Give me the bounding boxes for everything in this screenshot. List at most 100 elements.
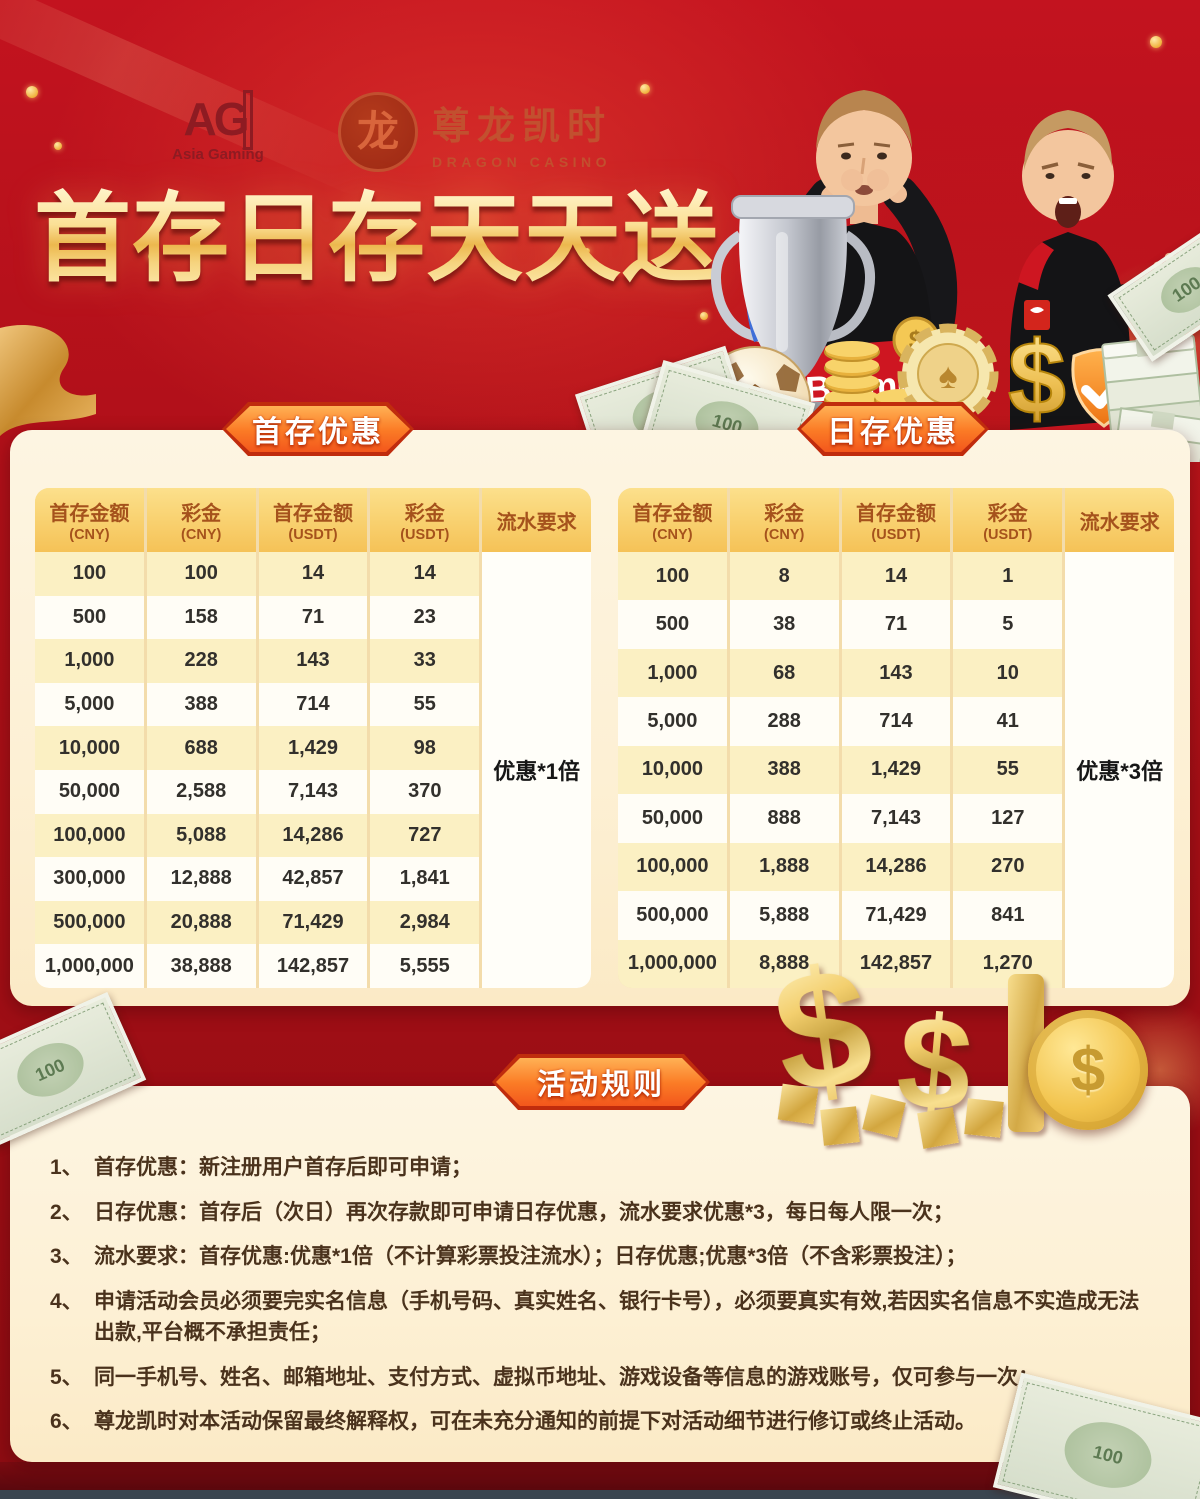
- sparkle-dot: [26, 86, 38, 98]
- table-cell: 7,143: [841, 794, 951, 843]
- table-cell: 142,857: [841, 939, 951, 988]
- table-cell: 33: [370, 639, 480, 683]
- table-cell: 888: [729, 794, 839, 843]
- turnover-cell: 优惠*1倍: [482, 552, 591, 988]
- table-cell: 143: [258, 639, 368, 683]
- table-cell: 1,000: [35, 639, 144, 683]
- sparkle-dot: [640, 84, 650, 94]
- table-cell: 714: [841, 697, 951, 746]
- sparkle-dot: [148, 252, 157, 261]
- table-cell: 55: [370, 682, 480, 727]
- table-cell: 5,000: [35, 682, 144, 727]
- rule-number: 4、: [50, 1289, 83, 1313]
- ag-logo-box: [242, 90, 253, 150]
- rule-item: 6、 尊龙凯时对本活动保留最终解释权，可在未充分通知的前提下对活动细节进行修订或终…: [50, 1406, 1154, 1438]
- table-cell: 1,270: [953, 939, 1063, 988]
- daily-deposit-table: 首存金额 (CNY) 彩金 (CNY) 首存金额 (USDT) 彩金 (USDT) 流水要求 10…: [618, 488, 1174, 988]
- table-header-cell: 首存金额 (USDT): [841, 488, 951, 552]
- table-cell: 1,000,000: [35, 944, 144, 988]
- rule-item: 1、 首存优惠：新注册用户首存后即可申请；: [50, 1152, 1154, 1184]
- table-cell: 8: [729, 552, 839, 601]
- table-cell: 23: [370, 595, 480, 640]
- table-cell: 500: [35, 595, 144, 640]
- sparkle-dot: [54, 142, 62, 150]
- rule-text: 申请活动会员必须要完实名信息（手机号码、真实姓名、银行卡号），必须要真实有效,若…: [94, 1289, 1140, 1345]
- table-cell: 2,588: [146, 769, 256, 814]
- table-cell: 100,000: [35, 813, 144, 858]
- sparkle-dot: [700, 312, 708, 320]
- table-cell: 500: [618, 600, 727, 649]
- sparkle-dot: [584, 248, 590, 254]
- rule-text: 尊龙凯时对本活动保留最终解释权，可在未充分通知的前提下对活动细节进行修订或终止活…: [94, 1410, 976, 1433]
- table-header-cell: 首存金额 (CNY): [618, 488, 727, 552]
- table-cell: 688: [146, 726, 256, 770]
- table-cell: 100,000: [618, 842, 727, 892]
- table-header-cell: 彩金 (CNY): [729, 488, 839, 552]
- gold-dollar-decoration: $ $ $: [763, 930, 1148, 1173]
- rules-list: 1、 首存优惠：新注册用户首存后即可申请； 2、 日存优惠：首存后（次日）再次存款即可…: [50, 1152, 1154, 1451]
- table-cell: 42,857: [258, 857, 368, 901]
- table-cell: 68: [729, 648, 839, 698]
- dragon-icon: 龙: [338, 92, 418, 172]
- table-cell: 20,888: [146, 900, 256, 945]
- table-cell: 10: [953, 648, 1063, 698]
- table-cell: 370: [370, 769, 480, 814]
- dragon-casino-cn: 尊龙凯时: [432, 105, 613, 148]
- ag-logo-text: AG: [158, 90, 278, 150]
- tab-first-label: 首存优惠: [252, 416, 384, 449]
- tab-first-deposit[interactable]: 首存优惠: [222, 402, 414, 456]
- table-cell: 55: [953, 745, 1063, 795]
- table-cell: 270: [953, 842, 1063, 892]
- hero-collage: Barme arme: [699, 90, 1200, 462]
- table-cell: 8,888: [729, 939, 839, 988]
- gold-coin-icon: $: [1028, 1010, 1148, 1130]
- table-cell: 14,286: [841, 842, 951, 892]
- rule-item: 2、 日存优惠：首存后（次日）再次存款即可申请日存优惠，流水要求优惠*3，每日每人…: [50, 1197, 1154, 1229]
- svg-text:♠: ♠: [938, 355, 957, 396]
- gold-cube-icon: [964, 1098, 1004, 1138]
- table-cell: 228: [146, 639, 256, 683]
- rule-item: 3、 流水要求：首存优惠:优惠*1倍（不计算彩票投注流水）；日存优惠;优惠*3倍（…: [50, 1241, 1154, 1273]
- tab-daily-label: 日存优惠: [827, 416, 959, 449]
- table-cell: 388: [146, 682, 256, 727]
- table-cell: 143: [841, 648, 951, 698]
- table-cell: 500,000: [35, 900, 144, 945]
- table-cell: 300,000: [35, 857, 144, 901]
- table-cell: 12,888: [146, 857, 256, 901]
- tab-daily-deposit[interactable]: 日存优惠: [797, 402, 989, 456]
- table-cell: 1,000: [618, 648, 727, 698]
- table-cell: 5: [953, 600, 1063, 649]
- rule-item: 4、 申请活动会员必须要完实名信息（手机号码、真实姓名、银行卡号），必须要真实有效…: [50, 1286, 1154, 1349]
- table-cell: 14: [258, 552, 368, 596]
- table-cell: 500,000: [618, 891, 727, 940]
- table-cell: 1,429: [841, 745, 951, 795]
- rules-title-banner: 活动规则: [492, 1054, 710, 1110]
- rule-text: 首存优惠：新注册用户首存后即可申请；: [94, 1156, 472, 1179]
- turnover-cell: 优惠*3倍: [1065, 552, 1174, 988]
- bottom-strip: [0, 1490, 1200, 1499]
- rule-number: 1、: [50, 1156, 83, 1179]
- poker-chip-icon: ♠: [897, 323, 999, 425]
- table-cell: 10,000: [618, 745, 727, 795]
- rule-number: 2、: [50, 1200, 83, 1224]
- page-title: 首存日存天天送: [34, 184, 720, 293]
- rule-text: 流水要求：首存优惠:优惠*1倍（不计算彩票投注流水）；日存优惠;优惠*3倍（不含…: [94, 1245, 967, 1268]
- table-cell: 158: [146, 595, 256, 640]
- table-header-cell: 首存金额 (CNY): [35, 488, 144, 552]
- first-deposit-table: 首存金额 (CNY) 彩金 (CNY) 首存金额 (USDT) 彩金 (USDT) 流水要求 10…: [35, 488, 591, 988]
- table-cell: 5,555: [370, 944, 480, 988]
- table-cell: 100: [618, 552, 727, 601]
- gold-cube-icon: [820, 1106, 860, 1146]
- sparkle-dot: [1150, 36, 1162, 48]
- table-cell: 5,888: [729, 891, 839, 940]
- gold-cube-icon: [917, 1107, 959, 1149]
- table-cell: 5,000: [618, 697, 727, 746]
- table-cell: 1: [953, 552, 1063, 601]
- table-cell: 7,143: [258, 769, 368, 814]
- rule-number: 3、: [50, 1245, 83, 1268]
- table-cell: 727: [370, 813, 480, 858]
- table-cell: 14: [370, 552, 480, 596]
- rule-number: 5、: [50, 1365, 83, 1389]
- dollar-sign-icon: $: [1008, 321, 1066, 437]
